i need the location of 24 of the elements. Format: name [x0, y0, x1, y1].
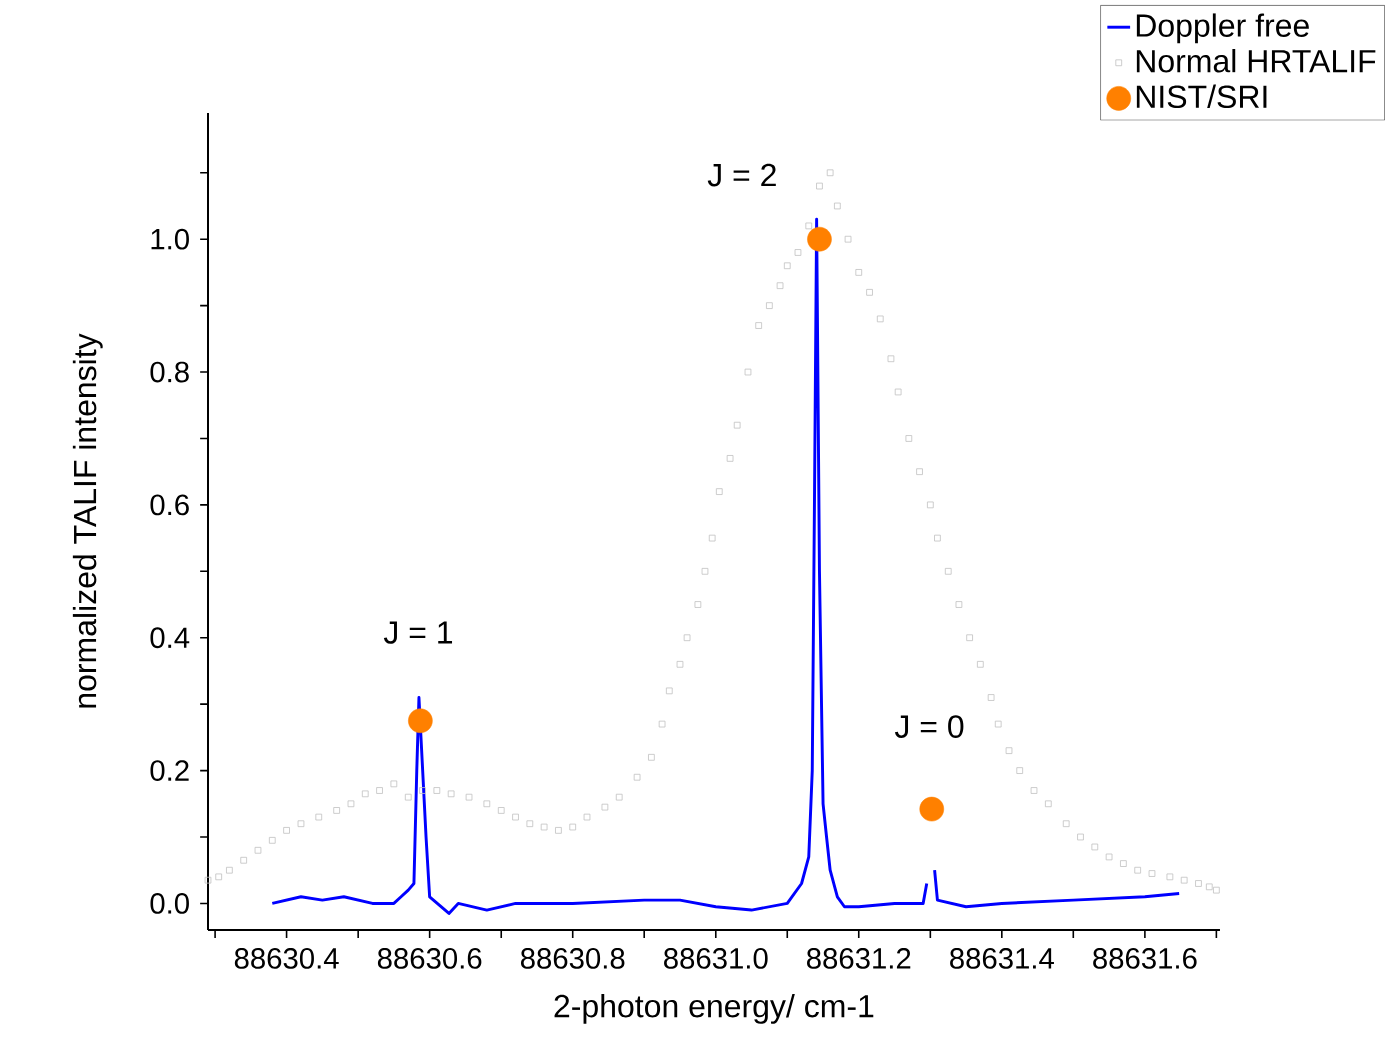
point	[408, 708, 433, 734]
y-tick-label: 0.2	[150, 760, 189, 781]
point	[919, 796, 945, 822]
y-tick-label: 0.6	[150, 494, 189, 516]
annotation: J = 0	[894, 715, 964, 738]
x-tick-label: 88631.4	[950, 948, 1054, 969]
x-axis-title: 2-photon energy/ cm-1	[554, 993, 874, 1024]
y-axis-title: normalized TALIF intensity	[72, 333, 103, 708]
y-tick-label: 0.8	[150, 361, 189, 383]
x-tick-label: 88631.6	[1093, 948, 1197, 969]
legend-label: NIST/SRI	[1136, 84, 1267, 109]
y-tick-label: 1.0	[151, 228, 189, 250]
x-tick-label: 88630.8	[520, 948, 625, 969]
annotation: J = 1	[383, 621, 453, 644]
x-tick-label: 88630.4	[234, 948, 339, 969]
y-tick-label: 0.4	[150, 627, 190, 649]
x-tick-label: 88630.6	[377, 948, 482, 969]
x-tick-label: 88631.0	[664, 948, 768, 969]
point	[807, 226, 832, 252]
legend-label: Normal HRTALIF	[1136, 48, 1376, 73]
y-tick-label: 0.0	[150, 893, 189, 914]
annotation: J = 2	[707, 163, 776, 187]
x-tick-label: 88631.2	[807, 948, 911, 969]
legend-label: Doppler free	[1136, 13, 1309, 44]
